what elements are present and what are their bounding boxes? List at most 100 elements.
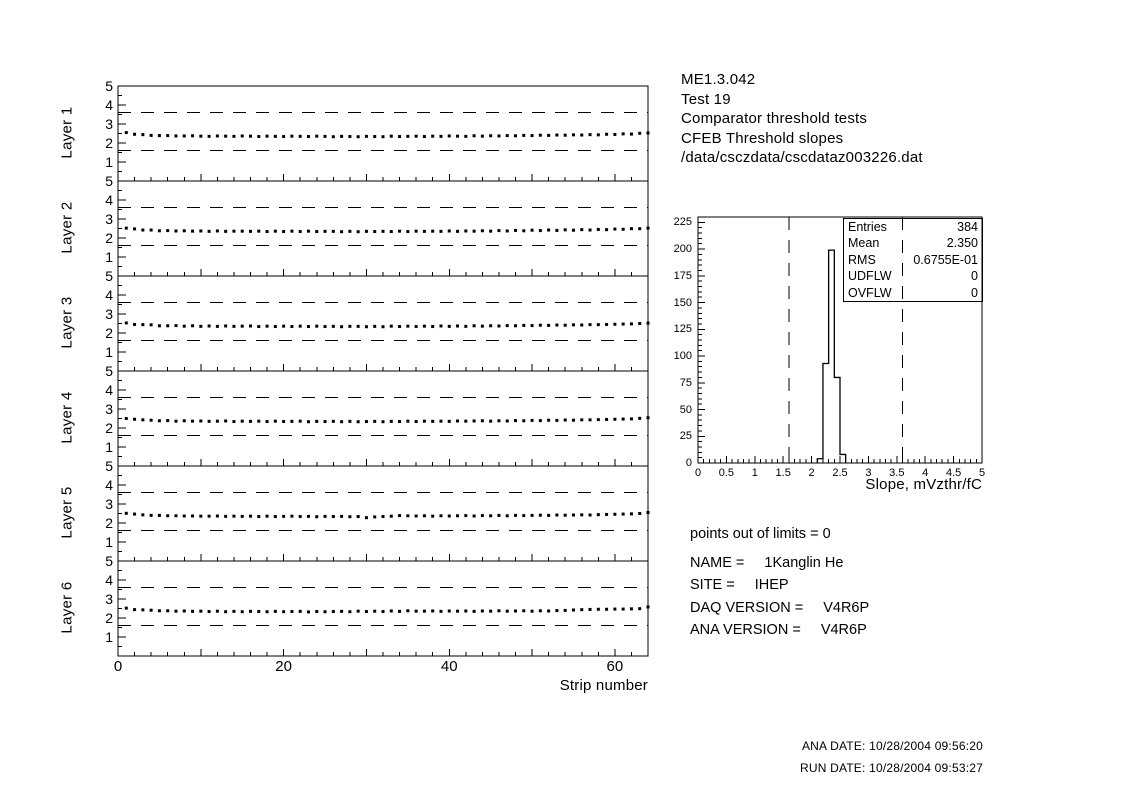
- data-point: [464, 134, 468, 138]
- data-point: [273, 515, 277, 519]
- data-point: [157, 609, 161, 613]
- data-point: [580, 608, 584, 612]
- panel-y-tick-label: 3: [105, 116, 113, 132]
- data-point: [480, 134, 484, 138]
- data-point: [215, 134, 219, 138]
- data-point: [464, 514, 468, 518]
- data-point: [422, 135, 426, 139]
- data-point: [447, 229, 451, 233]
- data-point: [340, 420, 344, 424]
- data-point: [373, 230, 377, 234]
- data-point: [514, 134, 517, 138]
- data-point: [472, 229, 476, 233]
- panel-y-tick-label: 5: [105, 553, 113, 569]
- data-point: [273, 419, 277, 423]
- data-point: [182, 609, 186, 613]
- data-point: [580, 323, 584, 327]
- data-point: [489, 134, 493, 138]
- data-point: [340, 514, 344, 518]
- data-point: [497, 324, 501, 328]
- data-point: [373, 419, 377, 423]
- data-point: [571, 418, 575, 422]
- stat-value: 0: [971, 269, 978, 284]
- data-point: [265, 230, 269, 234]
- data-point: [133, 417, 137, 421]
- stat-label: Mean: [848, 236, 880, 251]
- data-point: [480, 514, 484, 518]
- data-point: [249, 609, 252, 613]
- hist-y-tick-label: 50: [679, 403, 692, 416]
- data-point: [133, 512, 137, 516]
- data-point: [464, 324, 468, 328]
- data-point: [571, 323, 575, 327]
- data-point: [141, 323, 145, 327]
- data-point: [596, 418, 600, 422]
- data-file-path: /data/csczdata/cscdataz003226.dat: [681, 149, 923, 166]
- data-point: [505, 419, 509, 423]
- data-point: [456, 229, 460, 233]
- plot-description: CFEB Threshold slopes: [681, 129, 844, 147]
- data-point: [207, 229, 211, 233]
- panel-y-tick-label: 2: [105, 610, 113, 626]
- data-point: [166, 324, 170, 328]
- panel-y-tick-label: 3: [105, 496, 113, 512]
- data-point: [215, 419, 219, 423]
- data-point: [199, 609, 203, 613]
- data-point: [257, 325, 261, 329]
- data-point: [439, 134, 443, 138]
- data-point: [456, 134, 460, 138]
- data-point: [232, 609, 236, 613]
- data-point: [613, 417, 617, 421]
- data-point: [149, 608, 153, 612]
- data-point: [547, 513, 551, 517]
- data-point: [414, 325, 418, 329]
- data-point: [364, 516, 368, 520]
- data-point: [356, 230, 360, 234]
- data-point: [563, 228, 567, 232]
- data-point: [514, 419, 517, 423]
- data-point: [456, 514, 460, 518]
- data-point: [605, 132, 609, 136]
- data-point: [215, 514, 219, 518]
- data-point: [224, 610, 228, 614]
- data-point: [613, 322, 617, 326]
- data-point: [629, 417, 633, 421]
- data-point: [174, 419, 178, 423]
- data-point: [340, 230, 344, 234]
- data-point: [124, 321, 128, 325]
- data-point: [629, 227, 633, 231]
- stat-row: UDFLW 0: [844, 268, 982, 284]
- data-point: [174, 229, 178, 233]
- data-point: [182, 419, 186, 423]
- data-point: [306, 610, 310, 614]
- layer-2-label: Layer 2: [58, 201, 76, 254]
- data-point: [331, 419, 335, 423]
- data-point: [505, 229, 509, 233]
- data-point: [265, 324, 269, 328]
- data-point: [257, 419, 261, 423]
- data-point: [530, 609, 534, 613]
- data-point: [141, 228, 145, 232]
- data-point: [480, 229, 484, 233]
- data-point: [364, 325, 368, 329]
- info-field-ana-version: ANA VERSION = V4R6P: [690, 622, 869, 644]
- data-point: [373, 609, 377, 613]
- data-point: [356, 515, 360, 519]
- data-point: [406, 419, 410, 423]
- panel-y-tick-label: 2: [105, 135, 113, 151]
- data-point: [207, 610, 211, 614]
- data-point: [588, 323, 592, 327]
- strip-plot-x-axis-label: Strip number: [559, 677, 648, 694]
- data-point: [596, 227, 600, 231]
- data-point: [182, 229, 186, 233]
- data-point: [389, 134, 393, 138]
- info-field-label: NAME =: [690, 555, 745, 571]
- data-point: [505, 609, 509, 613]
- data-point: [538, 229, 542, 233]
- data-point: [282, 324, 286, 328]
- data-point: [439, 229, 443, 233]
- data-point: [381, 325, 385, 329]
- data-point: [621, 417, 625, 421]
- data-point: [133, 227, 137, 231]
- data-point: [447, 324, 451, 328]
